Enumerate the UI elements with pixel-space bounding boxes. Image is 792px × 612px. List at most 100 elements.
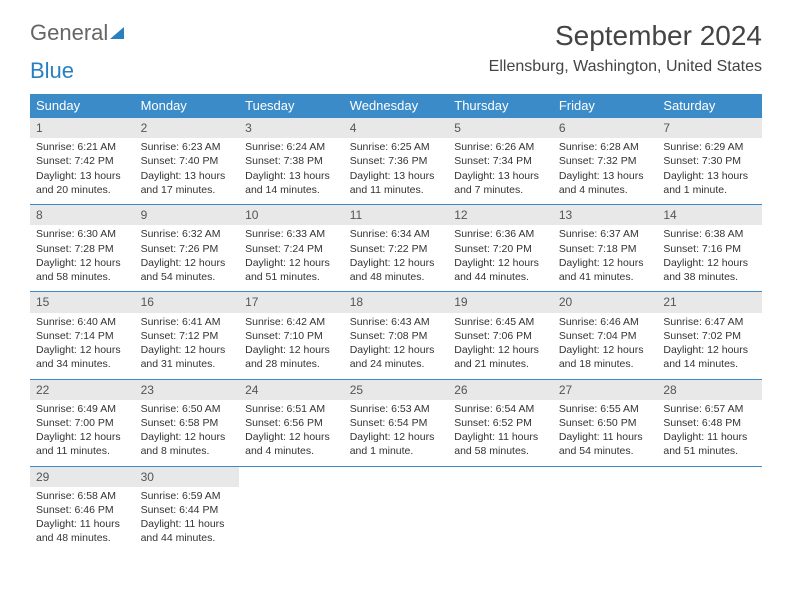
day-content-cell: Sunrise: 6:32 AMSunset: 7:26 PMDaylight:… (135, 225, 240, 292)
day-number-cell: 6 (553, 118, 658, 139)
sunset-text: Sunset: 6:46 PM (36, 503, 129, 517)
daylight-text: Daylight: 12 hours (454, 343, 547, 357)
triangle-icon (110, 27, 124, 39)
day-number-cell: 8 (30, 205, 135, 226)
day-content-cell: Sunrise: 6:55 AMSunset: 6:50 PMDaylight:… (553, 400, 658, 467)
day-content-cell: Sunrise: 6:50 AMSunset: 6:58 PMDaylight:… (135, 400, 240, 467)
sunrise-text: Sunrise: 6:33 AM (245, 227, 338, 241)
daylight-text: and 58 minutes. (454, 444, 547, 458)
brand-logo: General (30, 20, 124, 46)
day-number-cell: 9 (135, 205, 240, 226)
day-content-cell: Sunrise: 6:46 AMSunset: 7:04 PMDaylight:… (553, 313, 658, 380)
sunrise-text: Sunrise: 6:32 AM (141, 227, 234, 241)
daylight-text: Daylight: 11 hours (663, 430, 756, 444)
sunset-text: Sunset: 7:40 PM (141, 154, 234, 168)
day-number-cell: 2 (135, 118, 240, 139)
title-block: September 2024 Ellensburg, Washington, U… (489, 20, 762, 76)
daylight-text: Daylight: 12 hours (663, 343, 756, 357)
sunset-text: Sunset: 7:12 PM (141, 329, 234, 343)
sunrise-text: Sunrise: 6:28 AM (559, 140, 652, 154)
sunset-text: Sunset: 7:32 PM (559, 154, 652, 168)
sunrise-text: Sunrise: 6:40 AM (36, 315, 129, 329)
weekday-header: Tuesday (239, 94, 344, 118)
brand-part1: General (30, 20, 108, 46)
day-content-row: Sunrise: 6:49 AMSunset: 7:00 PMDaylight:… (30, 400, 762, 467)
day-number-cell: 29 (30, 466, 135, 487)
daylight-text: Daylight: 12 hours (559, 256, 652, 270)
daylight-text: and 8 minutes. (141, 444, 234, 458)
day-content-cell: Sunrise: 6:29 AMSunset: 7:30 PMDaylight:… (657, 138, 762, 205)
daylight-text: and 51 minutes. (245, 270, 338, 284)
sunset-text: Sunset: 6:56 PM (245, 416, 338, 430)
sunset-text: Sunset: 7:36 PM (350, 154, 443, 168)
sunrise-text: Sunrise: 6:41 AM (141, 315, 234, 329)
sunrise-text: Sunrise: 6:29 AM (663, 140, 756, 154)
weekday-header: Wednesday (344, 94, 449, 118)
daylight-text: Daylight: 12 hours (350, 343, 443, 357)
weekday-header: Friday (553, 94, 658, 118)
sunset-text: Sunset: 6:50 PM (559, 416, 652, 430)
daylight-text: Daylight: 11 hours (36, 517, 129, 531)
day-number-row: 1234567 (30, 118, 762, 139)
daylight-text: Daylight: 13 hours (663, 169, 756, 183)
sunrise-text: Sunrise: 6:21 AM (36, 140, 129, 154)
day-number-cell: 18 (344, 292, 449, 313)
daylight-text: and 4 minutes. (245, 444, 338, 458)
sunset-text: Sunset: 7:28 PM (36, 242, 129, 256)
day-content-cell: Sunrise: 6:28 AMSunset: 7:32 PMDaylight:… (553, 138, 658, 205)
sunrise-text: Sunrise: 6:43 AM (350, 315, 443, 329)
day-content-cell: Sunrise: 6:53 AMSunset: 6:54 PMDaylight:… (344, 400, 449, 467)
day-content-cell: Sunrise: 6:41 AMSunset: 7:12 PMDaylight:… (135, 313, 240, 380)
day-number-cell: 25 (344, 379, 449, 400)
sunset-text: Sunset: 7:24 PM (245, 242, 338, 256)
daylight-text: and 21 minutes. (454, 357, 547, 371)
day-content-cell: Sunrise: 6:30 AMSunset: 7:28 PMDaylight:… (30, 225, 135, 292)
daylight-text: and 1 minute. (663, 183, 756, 197)
day-content-cell: Sunrise: 6:37 AMSunset: 7:18 PMDaylight:… (553, 225, 658, 292)
day-number-cell: 5 (448, 118, 553, 139)
daylight-text: Daylight: 12 hours (559, 343, 652, 357)
daylight-text: and 38 minutes. (663, 270, 756, 284)
daylight-text: Daylight: 13 hours (559, 169, 652, 183)
sunrise-text: Sunrise: 6:30 AM (36, 227, 129, 241)
daylight-text: Daylight: 12 hours (141, 343, 234, 357)
daylight-text: Daylight: 11 hours (559, 430, 652, 444)
daylight-text: Daylight: 13 hours (36, 169, 129, 183)
daylight-text: and 44 minutes. (454, 270, 547, 284)
sunrise-text: Sunrise: 6:58 AM (36, 489, 129, 503)
daylight-text: Daylight: 13 hours (350, 169, 443, 183)
day-number-row: 891011121314 (30, 205, 762, 226)
day-content-cell: Sunrise: 6:33 AMSunset: 7:24 PMDaylight:… (239, 225, 344, 292)
day-number-cell: 1 (30, 118, 135, 139)
daylight-text: and 11 minutes. (36, 444, 129, 458)
daylight-text: Daylight: 12 hours (141, 430, 234, 444)
day-number-cell: 12 (448, 205, 553, 226)
daylight-text: and 48 minutes. (36, 531, 129, 545)
day-number-cell (344, 466, 449, 487)
daylight-text: and 54 minutes. (141, 270, 234, 284)
sunrise-text: Sunrise: 6:57 AM (663, 402, 756, 416)
day-number-cell: 28 (657, 379, 762, 400)
day-content-cell: Sunrise: 6:58 AMSunset: 6:46 PMDaylight:… (30, 487, 135, 553)
day-number-cell: 21 (657, 292, 762, 313)
daylight-text: Daylight: 12 hours (245, 256, 338, 270)
sunrise-text: Sunrise: 6:26 AM (454, 140, 547, 154)
day-number-cell (239, 466, 344, 487)
day-number-row: 2930 (30, 466, 762, 487)
day-content-cell: Sunrise: 6:25 AMSunset: 7:36 PMDaylight:… (344, 138, 449, 205)
day-number-cell: 17 (239, 292, 344, 313)
sunset-text: Sunset: 7:20 PM (454, 242, 547, 256)
daylight-text: and 51 minutes. (663, 444, 756, 458)
sunrise-text: Sunrise: 6:23 AM (141, 140, 234, 154)
sunset-text: Sunset: 7:34 PM (454, 154, 547, 168)
sunset-text: Sunset: 6:54 PM (350, 416, 443, 430)
daylight-text: and 20 minutes. (36, 183, 129, 197)
day-content-cell: Sunrise: 6:34 AMSunset: 7:22 PMDaylight:… (344, 225, 449, 292)
daylight-text: and 4 minutes. (559, 183, 652, 197)
daylight-text: Daylight: 11 hours (454, 430, 547, 444)
sunrise-text: Sunrise: 6:51 AM (245, 402, 338, 416)
day-number-cell: 19 (448, 292, 553, 313)
sunrise-text: Sunrise: 6:46 AM (559, 315, 652, 329)
day-number-row: 22232425262728 (30, 379, 762, 400)
daylight-text: and 17 minutes. (141, 183, 234, 197)
